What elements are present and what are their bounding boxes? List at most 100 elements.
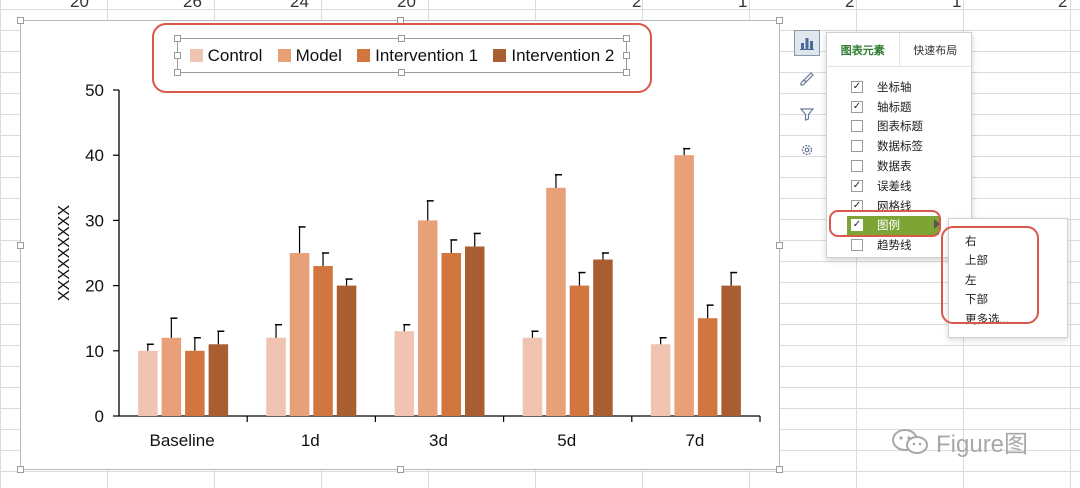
resize-handle[interactable] — [776, 17, 783, 24]
legend-item-control[interactable]: Control — [189, 45, 263, 66]
legend-swatch — [493, 49, 507, 62]
ruler-number: 24 — [290, 0, 309, 11]
submenu-highlight-annotation — [941, 226, 1039, 324]
x-tick-label: 1d — [301, 431, 320, 450]
panel-item-error-bars[interactable]: ✓ 误差线 — [827, 176, 971, 196]
resize-handle[interactable] — [776, 466, 783, 473]
legend-label: Control — [207, 45, 263, 65]
bar — [161, 337, 182, 416]
brush-icon — [800, 72, 814, 86]
submenu-item-right[interactable]: 右 — [965, 235, 977, 248]
checkbox[interactable]: ✓ — [851, 219, 863, 232]
bar — [394, 331, 414, 416]
chart-elements-icon — [800, 38, 814, 50]
legend-item-intervention-1[interactable]: Intervention 1 — [357, 46, 478, 66]
panel-item-label: 误差线 — [877, 180, 912, 193]
y-tick-label: 40 — [85, 146, 104, 165]
ruler-number: 2 — [1058, 0, 1068, 11]
legend-label: Intervention 2 — [511, 45, 615, 65]
legend-handle[interactable] — [174, 52, 181, 59]
panel-item-label: 数据标签 — [877, 141, 923, 154]
wechat-icon — [892, 428, 928, 454]
checkbox[interactable] — [851, 120, 863, 133]
submenu-item-left[interactable]: 左 — [965, 274, 977, 287]
checkbox[interactable] — [851, 160, 863, 173]
bar — [441, 253, 461, 416]
y-tick-label: 0 — [95, 407, 104, 426]
checkbox[interactable] — [851, 140, 863, 153]
watermark: Figure图 — [890, 424, 1028, 459]
resize-handle[interactable] — [397, 466, 404, 473]
legend-handle[interactable] — [623, 52, 630, 59]
panel-item-chart-title[interactable]: 图表标题 — [827, 117, 971, 137]
legend-highlight-annotation — [152, 23, 652, 93]
checkbox[interactable]: ✓ — [851, 100, 863, 113]
legend-swatch — [357, 49, 371, 62]
bar — [546, 187, 566, 416]
y-tick-label: 10 — [85, 342, 104, 361]
panel-item-label: 网格线 — [877, 200, 912, 213]
panel-item-data-labels[interactable]: 数据标签 — [827, 136, 971, 156]
panel-item-data-table[interactable]: 数据表 — [827, 156, 971, 176]
submenu-arrow-icon[interactable] — [934, 219, 940, 229]
panel-item-trendline[interactable]: 趋势线 — [827, 235, 971, 255]
x-tick-label: Baseline — [149, 431, 214, 450]
bar — [138, 350, 158, 416]
watermark-text: Figure图 — [936, 431, 1029, 458]
checkbox[interactable] — [851, 239, 863, 252]
panel-item-label: 坐标轴 — [877, 81, 912, 94]
legend-label: Model — [295, 45, 342, 65]
legend-handle[interactable] — [398, 69, 405, 76]
checkbox[interactable]: ✓ — [851, 179, 863, 192]
y-axis-label: XXXXXXXXX — [56, 205, 73, 301]
legend-handle[interactable] — [623, 35, 630, 42]
legend-item-intervention-2[interactable]: Intervention 2 — [493, 46, 614, 66]
bar — [721, 285, 741, 416]
tab-quick-layout[interactable]: 快速布局 — [913, 44, 958, 57]
bar — [289, 253, 310, 416]
legend-swatch — [189, 49, 203, 62]
ruler-number: 26 — [183, 0, 202, 11]
ruler-number: 1 — [952, 0, 962, 11]
y-tick-label: 50 — [85, 81, 104, 100]
resize-handle[interactable] — [17, 17, 24, 24]
resize-handle[interactable] — [17, 466, 24, 473]
chart-settings-button[interactable] — [794, 137, 820, 163]
bar — [674, 155, 694, 416]
ruler-number: 2 — [632, 0, 642, 11]
panel-item-legend[interactable]: ✓ 图例 — [847, 215, 939, 236]
panel-item-label: 轴标题 — [877, 101, 912, 114]
panel-item-label: 图表标题 — [877, 121, 923, 134]
legend-swatch — [277, 49, 291, 62]
bar — [465, 246, 485, 416]
panel-item-axis-titles[interactable]: ✓ 轴标题 — [827, 97, 971, 117]
y-tick-label: 30 — [85, 211, 104, 230]
legend-handle[interactable] — [174, 35, 181, 42]
resize-handle[interactable] — [17, 242, 24, 249]
chart-elements-button[interactable] — [794, 30, 820, 56]
legend-item-model[interactable]: Model — [277, 45, 342, 66]
legend-item-highlight-annotation — [829, 210, 941, 237]
x-tick-label: 7d — [685, 431, 704, 450]
ruler-number: 1 — [738, 0, 748, 11]
panel-item-axes[interactable]: ✓ 坐标轴 — [827, 77, 971, 97]
checkbox[interactable]: ✓ — [851, 80, 863, 93]
bar — [313, 266, 333, 416]
tab-chart-elements[interactable]: 图表元素 — [827, 33, 900, 66]
column-ruler: 20 26 24 20 2 1 2 1 2 — [0, 0, 1080, 11]
chart-styles-button[interactable] — [794, 66, 820, 92]
chart-filters-button[interactable] — [794, 101, 820, 127]
ruler-number: 20 — [70, 0, 89, 11]
x-tick-label: 3d — [429, 431, 448, 450]
y-tick-label: 20 — [85, 277, 104, 296]
panel-item-label: 数据表 — [877, 161, 912, 174]
submenu-item-top[interactable]: 上部 — [965, 255, 988, 268]
submenu-item-bottom[interactable]: 下部 — [965, 294, 988, 307]
gear-icon — [801, 144, 813, 156]
legend-handle[interactable] — [174, 69, 181, 76]
chart-elements-panel: 图表元素 快速布局 ✓ 坐标轴 ✓ 轴标题 图表标题 数据标签 数据表 ✓ 误差线 ✓… — [826, 32, 972, 258]
legend-handle[interactable] — [398, 35, 405, 42]
legend-handle[interactable] — [623, 69, 630, 76]
resize-handle[interactable] — [776, 242, 783, 249]
